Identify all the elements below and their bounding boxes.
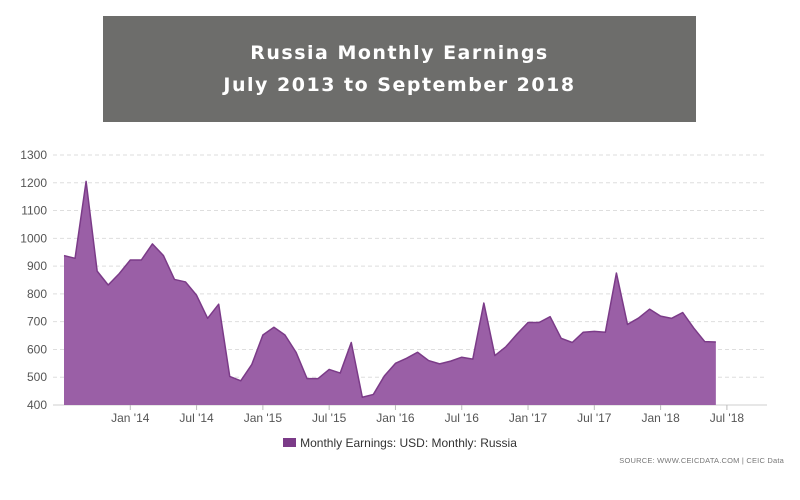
y-tick-label-900: 900 xyxy=(27,259,47,273)
legend-label: Monthly Earnings: USD: Monthly: Russia xyxy=(300,436,517,450)
x-tick-label: Jan '18 xyxy=(641,411,680,425)
x-tick-label: Jan '17 xyxy=(509,411,548,425)
series-area xyxy=(63,180,716,405)
x-tick-label: Jan '16 xyxy=(376,411,415,425)
series-line xyxy=(63,180,716,398)
y-tick-label-1200: 1200 xyxy=(20,176,47,190)
x-tick-label: Jul '16 xyxy=(445,411,480,425)
y-tick-label-700: 700 xyxy=(27,315,47,329)
x-tick-label: Jan '14 xyxy=(111,411,150,425)
x-tick-label: Jan '15 xyxy=(244,411,283,425)
x-tick-label: Jul '17 xyxy=(577,411,612,425)
x-tick-label: Jul '14 xyxy=(179,411,214,425)
chart-title-box: Russia Monthly Earnings July 2013 to Sep… xyxy=(103,16,696,122)
y-tick-label-400: 400 xyxy=(27,398,47,412)
source-credit: SOURCE: WWW.CEICDATA.COM | CEIC Data xyxy=(619,456,784,465)
y-tick-label-1100: 1100 xyxy=(21,204,47,218)
y-tick-label-800: 800 xyxy=(27,287,47,301)
y-tick-label-500: 500 xyxy=(27,370,47,384)
legend[interactable]: Monthly Earnings: USD: Monthly: Russia xyxy=(0,436,800,450)
chart-title: Russia Monthly Earnings xyxy=(250,42,549,64)
series-area-fill xyxy=(64,181,716,405)
chart-subtitle: July 2013 to September 2018 xyxy=(223,74,576,96)
x-tick-label: Jul '15 xyxy=(312,411,347,425)
y-tick-label-600: 600 xyxy=(27,342,47,356)
y-tick-label-1300: 1300 xyxy=(20,148,47,162)
legend-swatch xyxy=(283,438,297,447)
x-axis-ticks: Jan '14 Jul '14 Jan '15 Jul '15 Jan '16 Jul '… xyxy=(111,405,744,425)
y-axis-tick-labels: 400 500 600 700 800 900 1000 1100 1200 1300 xyxy=(20,148,47,412)
y-tick-label-1000: 1000 xyxy=(20,231,47,245)
x-tick-label: Jul '18 xyxy=(710,411,745,425)
